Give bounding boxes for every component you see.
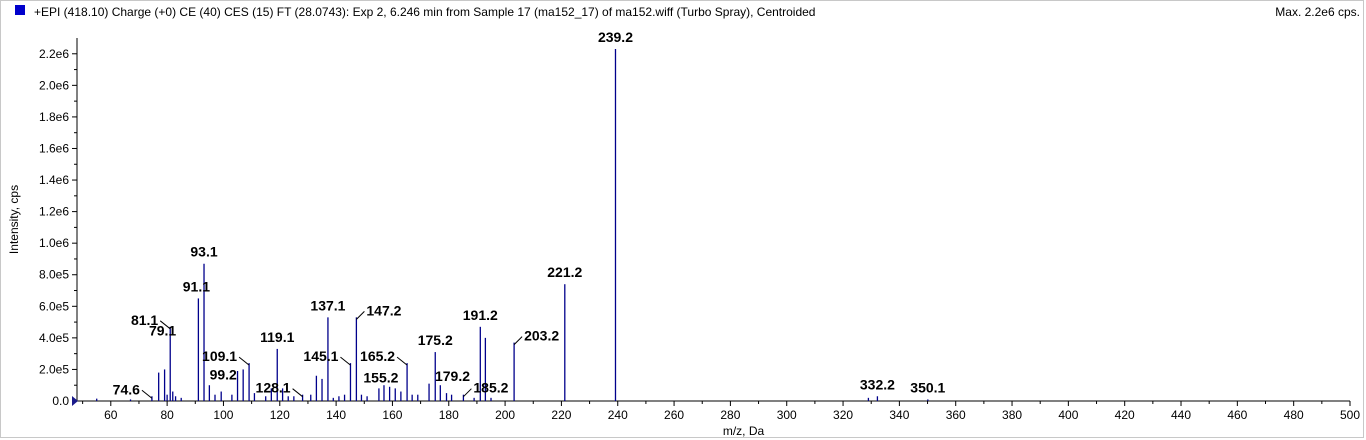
peak-label: 221.2 <box>547 264 582 280</box>
peak-label-leader <box>159 320 171 330</box>
peak-label: 79.1 <box>149 322 176 338</box>
spectrum-title: +EPI (418.10) Charge (+0) CE (40) CES (1… <box>34 5 816 19</box>
x-tick-label: 240 <box>608 408 628 422</box>
y-tick-label: 1.6e6 <box>39 141 69 155</box>
x-axis-title: m/z, Da <box>723 424 765 438</box>
y-tick-label: 8.0e5 <box>39 268 69 282</box>
x-tick-label: 400 <box>1058 408 1078 422</box>
peak-label: 165.2 <box>360 348 395 364</box>
peak-label-leader <box>238 356 250 366</box>
peak-label: 179.2 <box>435 368 470 384</box>
y-tick-label: 0.0 <box>52 394 69 408</box>
x-tick-label: 200 <box>495 408 515 422</box>
x-tick-label: 180 <box>439 408 459 422</box>
peak-label: 99.2 <box>210 367 237 383</box>
peak-label-leader <box>396 356 408 366</box>
y-tick-label: 2.0e5 <box>39 362 69 376</box>
x-tick-label: 60 <box>104 408 118 422</box>
peak-label: 185.2 <box>473 380 508 396</box>
peak-label: 145.1 <box>303 348 338 364</box>
peak-label: 137.1 <box>310 297 345 313</box>
x-tick-label: 360 <box>946 408 966 422</box>
x-tick-label: 80 <box>160 408 174 422</box>
x-tick-label: 300 <box>777 408 797 422</box>
y-tick-label: 1.2e6 <box>39 205 69 219</box>
x-tick-label: 420 <box>1115 408 1135 422</box>
peak-label: 203.2 <box>524 328 559 344</box>
x-tick-label: 500 <box>1340 408 1360 422</box>
max-intensity-label: Max. 2.2e6 cps. <box>1275 5 1360 19</box>
x-tick-label: 460 <box>1227 408 1247 422</box>
peak-label-leader <box>356 310 365 320</box>
x-tick-label: 480 <box>1284 408 1304 422</box>
peak-label: 74.6 <box>113 381 140 397</box>
x-tick-label: 260 <box>664 408 684 422</box>
peak-label-leader <box>340 356 351 366</box>
peak-label-leader <box>463 388 472 398</box>
peak-label: 128.1 <box>256 380 291 396</box>
series-color-swatch <box>15 5 25 15</box>
x-tick-label: 440 <box>1171 408 1191 422</box>
x-tick-label: 280 <box>720 408 740 422</box>
y-tick-label: 6.0e5 <box>39 299 69 313</box>
x-tick-label: 120 <box>270 408 290 422</box>
y-axis-title: Intensity, cps <box>7 185 21 254</box>
x-tick-label: 160 <box>382 408 402 422</box>
y-tick-label: 1.4e6 <box>39 173 69 187</box>
peak-label-leader <box>513 336 523 345</box>
y-tick-label: 4.0e5 <box>39 331 69 345</box>
x-tick-label: 340 <box>889 408 909 422</box>
axis-origin-marker <box>72 396 78 406</box>
peak-label: 91.1 <box>183 278 210 294</box>
x-tick-label: 100 <box>213 408 233 422</box>
peak-label: 332.2 <box>860 376 895 392</box>
y-tick-label: 2.2e6 <box>39 47 69 61</box>
peak-label: 175.2 <box>418 332 453 348</box>
peak-label: 147.2 <box>366 302 401 318</box>
peak-label-leader <box>141 389 153 399</box>
peak-label: 350.1 <box>910 379 945 395</box>
y-tick-label: 2.0e6 <box>39 78 69 92</box>
y-tick-label: 1.8e6 <box>39 110 69 124</box>
y-tick-label: 1.0e6 <box>39 236 69 250</box>
peak-label: 119.1 <box>260 329 294 345</box>
peak-label: 155.2 <box>363 369 398 385</box>
peak-label: 239.2 <box>598 29 633 45</box>
peak-label: 191.2 <box>463 307 498 323</box>
x-tick-label: 380 <box>1002 408 1022 422</box>
peak-label-leader <box>292 388 303 398</box>
x-tick-label: 320 <box>833 408 853 422</box>
x-tick-label: 140 <box>326 408 346 422</box>
x-tick-label: 220 <box>551 408 571 422</box>
peak-label: 93.1 <box>190 244 217 260</box>
peak-label: 81.1 <box>131 312 158 328</box>
peak-label: 109.1 <box>202 348 237 364</box>
